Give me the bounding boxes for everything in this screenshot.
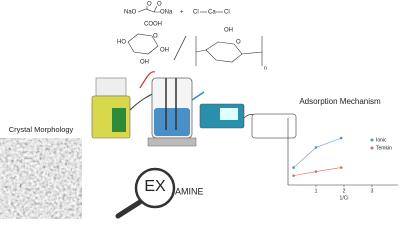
atom: NaO <box>124 10 137 16</box>
point <box>339 136 343 140</box>
atom: Cl <box>224 10 230 16</box>
point <box>339 166 343 169</box>
cable <box>139 71 156 89</box>
atom: OH <box>224 28 233 34</box>
screen <box>251 113 297 139</box>
point <box>292 166 295 169</box>
atom: HO <box>117 40 126 46</box>
x-tick-label: 1 <box>315 188 318 194</box>
sem-image <box>0 138 82 219</box>
oxalate: NaO O O ONa <box>124 2 173 16</box>
subscript: n <box>264 65 267 71</box>
keypad <box>112 108 126 132</box>
lens <box>134 167 176 209</box>
handle <box>115 199 143 219</box>
section-title: Crystal Morphology <box>9 125 74 134</box>
atom: Ca <box>208 10 216 16</box>
magnifier: EX AMINE <box>115 167 204 219</box>
atom: OH <box>160 48 169 54</box>
atom: O <box>236 40 241 46</box>
display <box>220 108 238 120</box>
legend-label: Ionic <box>376 137 387 143</box>
legend-swatch <box>370 138 374 142</box>
trend-line <box>293 137 342 168</box>
glucuronate: COOH O OH HO OH <box>117 22 169 66</box>
x-tick-label: 2 <box>343 188 346 194</box>
plus: + <box>180 10 184 16</box>
legend-label: Temkin <box>376 145 392 151</box>
atom: COOH <box>144 22 162 28</box>
point <box>292 174 295 177</box>
adsorption-chart: Adsorption Mechanism 1 2 3 1/Ci Ionic Temkin <box>287 97 398 201</box>
atom: Cl <box>193 10 199 16</box>
monitor <box>95 77 127 97</box>
atom: O <box>147 2 152 8</box>
bracket <box>195 36 263 66</box>
atom: OH <box>140 60 149 66</box>
apparatus <box>91 71 297 147</box>
trend-line <box>293 167 342 176</box>
calcium-chloride: Cl Ca Cl <box>193 10 230 16</box>
point <box>314 170 318 173</box>
examine-prefix: EX <box>144 178 166 195</box>
x-tick-label: 3 <box>371 188 374 194</box>
chart-title: Adsorption Mechanism <box>299 97 381 106</box>
graphical-abstract: NaO O O ONa + Cl Ca Cl COOH O OH HO OH O… <box>0 2 398 219</box>
stirrer-plate <box>147 137 197 147</box>
point <box>314 146 318 149</box>
separator <box>173 35 187 61</box>
legend-swatch <box>370 146 374 150</box>
solution <box>154 108 190 136</box>
probe <box>191 91 205 101</box>
ring <box>195 41 263 63</box>
atom: ONa <box>160 10 173 16</box>
examine-suffix: AMINE <box>175 186 204 196</box>
atom: O <box>153 34 158 40</box>
ring <box>127 33 159 55</box>
atom: O <box>157 2 162 8</box>
cellulose: OH O n <box>195 28 267 71</box>
bond <box>137 5 160 13</box>
x-axis-label: 1/Ci <box>340 195 349 201</box>
